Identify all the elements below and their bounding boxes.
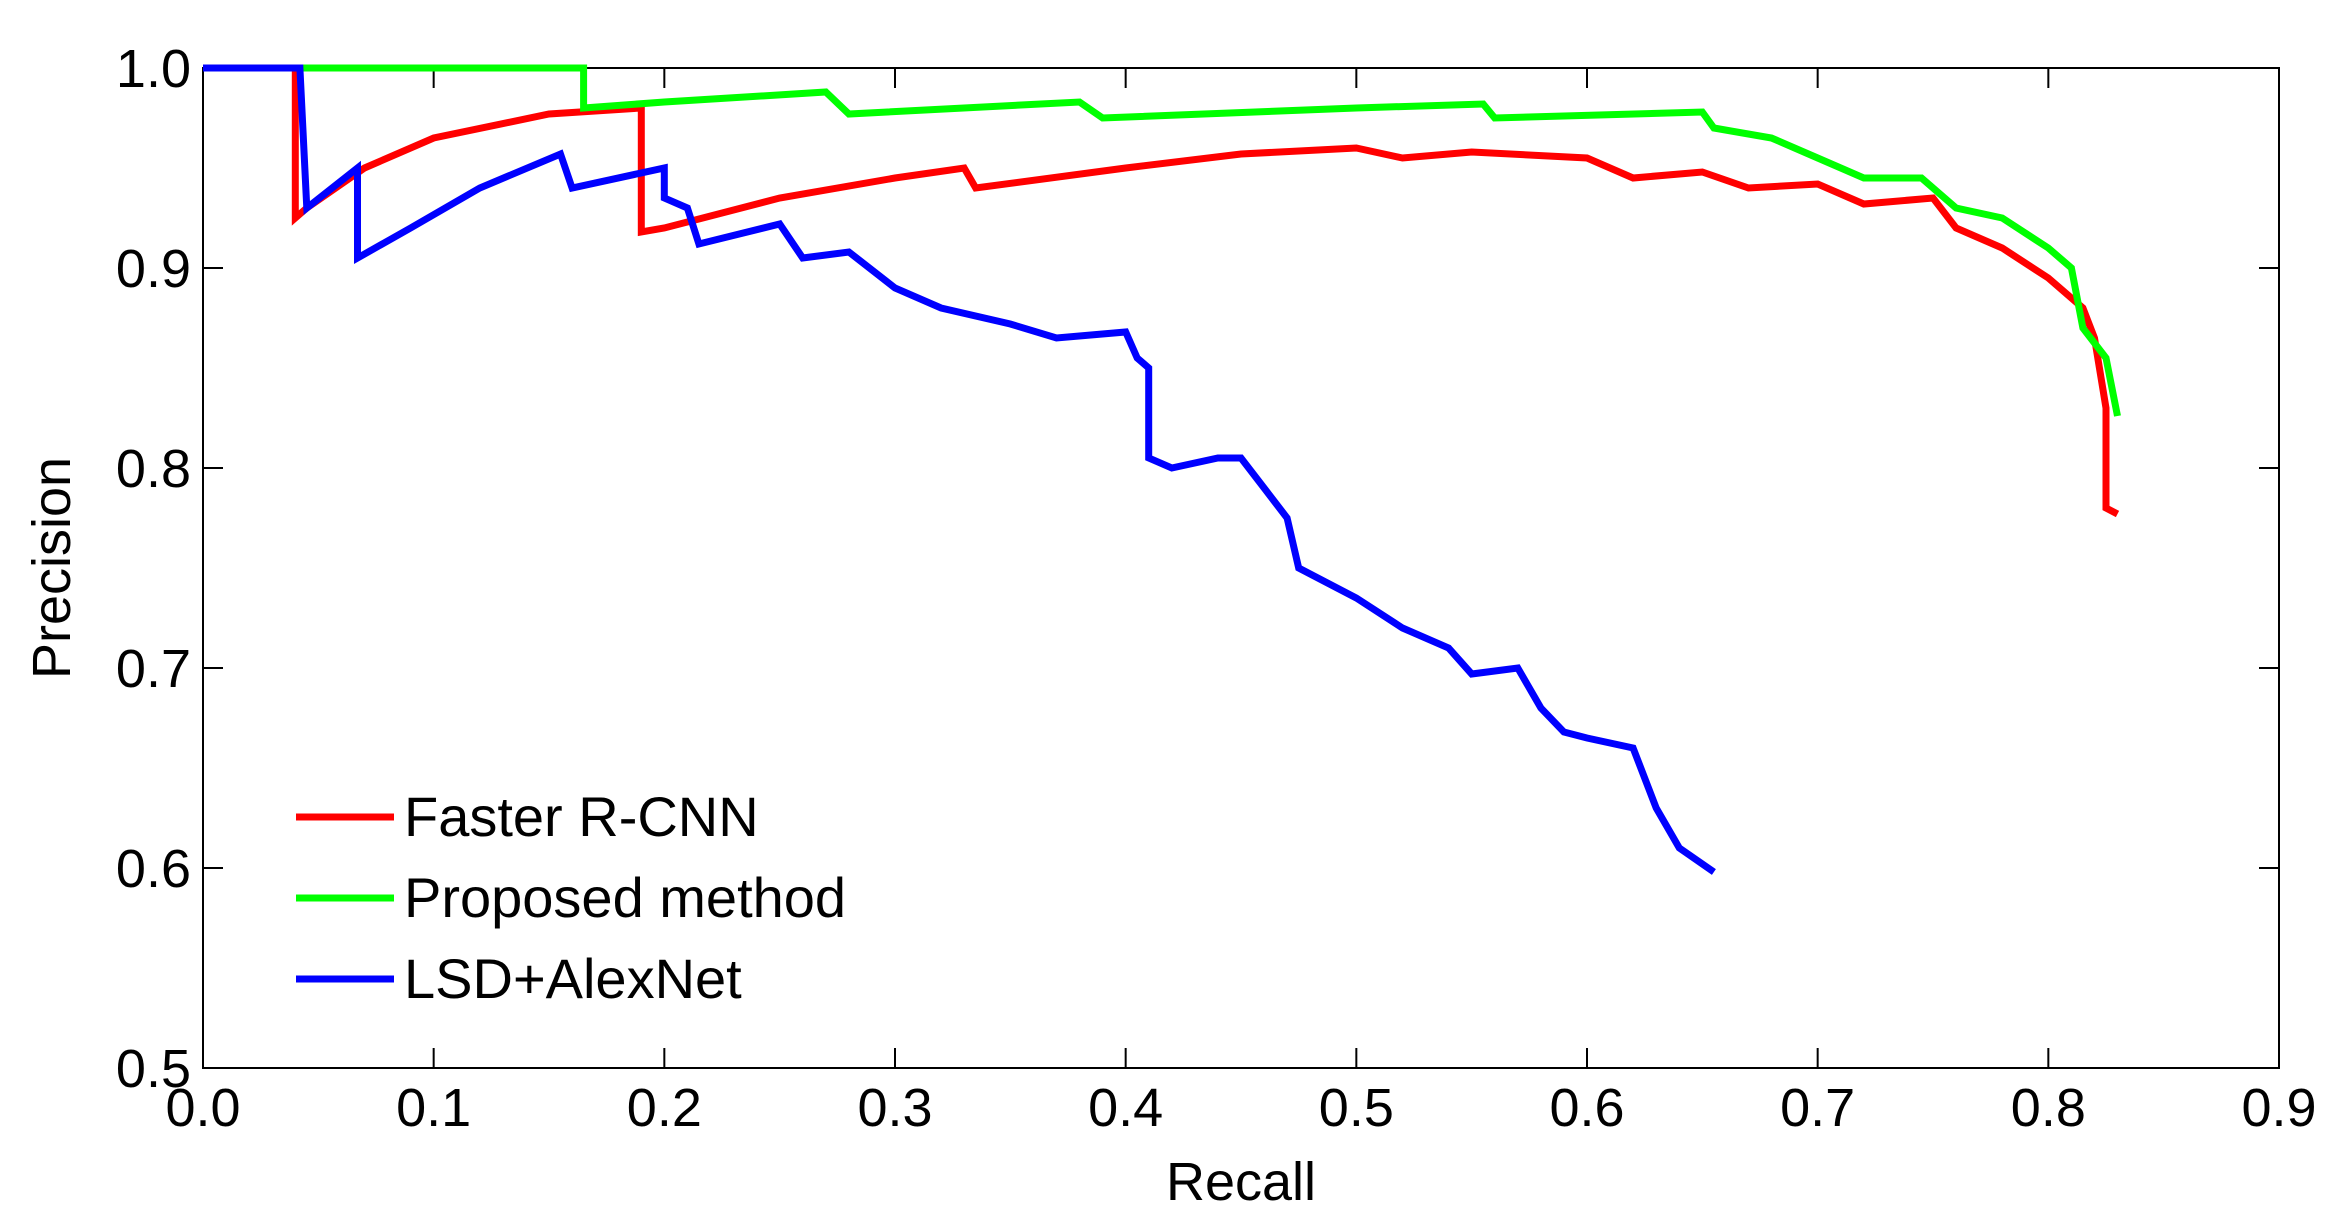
series-line [203,64,2120,518]
y-tick-label: 0.9 [116,239,191,299]
x-tick-label: 0.8 [2011,1078,2086,1138]
x-tick-label: 0.6 [1549,1078,1624,1138]
x-tick-label: 0.3 [857,1078,932,1138]
x-tick-label: 0.0 [165,1078,240,1138]
x-tick-label: 0.5 [1319,1078,1394,1138]
y-tick-label: 0.5 [116,1039,191,1099]
series-line [203,64,1716,875]
x-tick-label: 0.9 [2241,1078,2316,1138]
y-tick-label: 0.6 [116,839,191,899]
y-tick-label: 0.8 [116,439,191,499]
y-axis-label: Precision [22,457,82,679]
x-tick-label: 0.2 [627,1078,702,1138]
x-tick-label: 0.1 [396,1078,471,1138]
y-tick-label: 1.0 [116,39,191,99]
x-tick-label: 0.7 [1780,1078,1855,1138]
legend-label: Proposed method [404,866,846,929]
x-axis-label: Recall [1166,1152,1316,1212]
legend-label: Faster R-CNN [404,785,759,848]
legend-label: LSD+AlexNet [404,947,742,1010]
axes-box [202,67,2280,1069]
series-line [203,64,2121,417]
x-tick-label: 0.4 [1088,1078,1163,1138]
y-tick-label: 0.7 [116,639,191,699]
